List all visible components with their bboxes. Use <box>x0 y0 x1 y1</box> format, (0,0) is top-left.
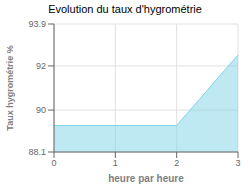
svg-text:1: 1 <box>113 158 118 168</box>
svg-text:92: 92 <box>36 61 46 71</box>
svg-text:93.9: 93.9 <box>28 19 46 29</box>
svg-text:heure par heure: heure par heure <box>108 173 184 184</box>
html-text:Evolution du taux d'hygrométri: Evolution du taux d'hygrométrie <box>48 3 202 15</box>
svg-text:0: 0 <box>51 158 56 168</box>
svg-text:90: 90 <box>36 105 46 115</box>
svg-text:2: 2 <box>174 158 179 168</box>
svg-text:3: 3 <box>235 158 240 168</box>
svg-text:Taux hygrométrie %: Taux hygrométrie % <box>8 45 15 130</box>
svg-text:88.1: 88.1 <box>28 147 46 157</box>
